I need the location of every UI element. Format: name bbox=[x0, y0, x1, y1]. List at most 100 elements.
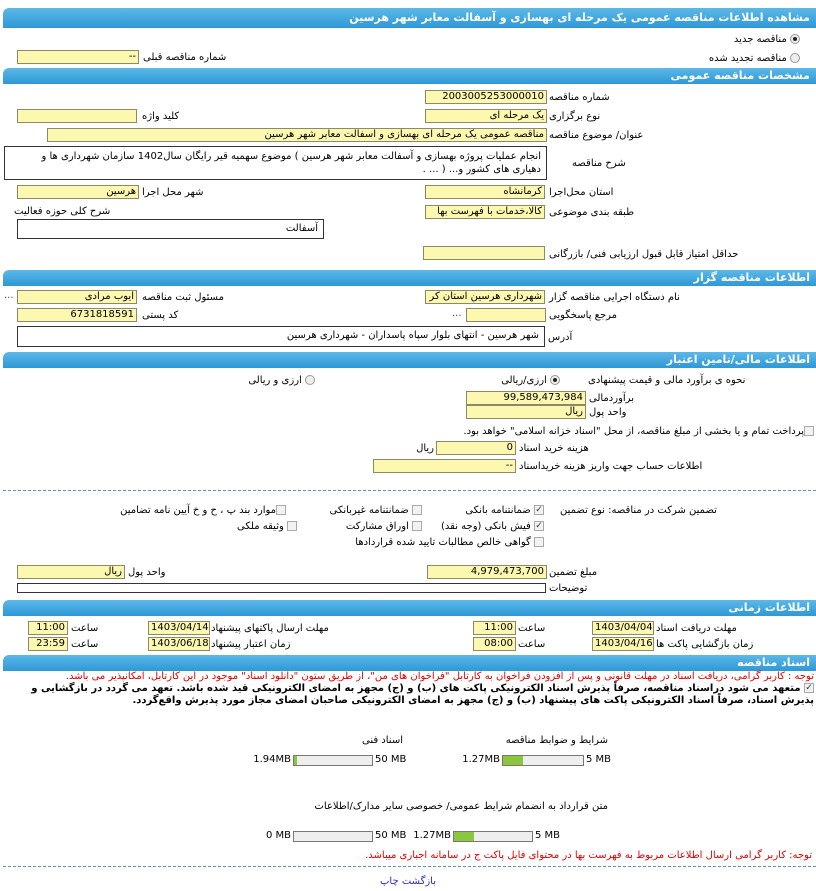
radio-label: ارزی و ریالی bbox=[248, 375, 302, 386]
hold-type-field[interactable]: یک مرحله ای bbox=[425, 109, 547, 123]
checkbox-icon[interactable] bbox=[804, 426, 814, 436]
radio-renewed-tender[interactable]: مناقصه تجدید شده bbox=[709, 52, 800, 65]
guarantee-property[interactable]: وثیقه ملکی bbox=[237, 520, 297, 533]
currency-label: واحد پول bbox=[589, 407, 627, 418]
checkbox-icon[interactable] bbox=[412, 521, 422, 531]
time-label: ساعت bbox=[518, 623, 546, 634]
guarantee-receivables[interactable]: گواهی خالص مطالبات تایید شده قراردادها bbox=[355, 536, 544, 549]
valid-date-field[interactable]: 1403/06/18 bbox=[148, 637, 210, 651]
radio-label: ارزی/ریالی bbox=[501, 375, 547, 386]
radio-icon[interactable] bbox=[550, 375, 560, 385]
class-field[interactable]: کالا،خدمات با فهرست بها bbox=[425, 205, 545, 219]
checkbox-label: ضمانتنامه غیربانکی bbox=[329, 505, 409, 516]
keyword-field[interactable] bbox=[17, 109, 137, 123]
city-field[interactable]: هرسین bbox=[17, 185, 139, 199]
doccost-field[interactable]: 0 bbox=[436, 441, 516, 455]
send-label: مهلت ارسال پاکتهای پیشنهاد bbox=[211, 623, 329, 634]
progress-bar bbox=[453, 831, 533, 842]
tender-number-field[interactable]: 2003005253000010 bbox=[425, 90, 547, 104]
treasury-label: پرداخت تمام و یا بخشی از مبلغ مناقصه، از… bbox=[463, 426, 804, 437]
hold-label: نوع برگزاری bbox=[549, 111, 601, 122]
checkbox-icon[interactable] bbox=[534, 537, 544, 547]
postal-field[interactable]: 6731818591 bbox=[17, 308, 137, 322]
checkbox-icon[interactable]: ✓ bbox=[804, 683, 814, 693]
open-date-field[interactable]: 1403/04/16 bbox=[592, 637, 654, 651]
progress-bar bbox=[293, 755, 373, 766]
open-label: زمان بازگشایی پاکت ها bbox=[656, 639, 754, 650]
account-field[interactable]: -- bbox=[373, 459, 516, 473]
notes-field[interactable] bbox=[17, 583, 546, 593]
org-field[interactable]: شهرداری هرسین استان کر bbox=[425, 290, 545, 304]
print-link[interactable]: چاپ bbox=[380, 876, 399, 887]
guarantee-clauses[interactable]: موارد بند پ ، ح و خ آیین نامه تضامین bbox=[120, 504, 286, 517]
receive-time-field[interactable]: 11:00 bbox=[473, 621, 516, 635]
commit-text: متعهد می شود دراسناد مناقصه، صرفاً پذیرش… bbox=[31, 683, 814, 706]
guarantee-bonds[interactable]: اوراق مشارکت bbox=[346, 520, 422, 533]
progress-bar bbox=[293, 831, 373, 842]
method-label: نحوه ی برآورد مالی و قیمت پیشنهادی bbox=[588, 375, 746, 386]
amount-label: مبلغ تضمین bbox=[549, 567, 598, 578]
section-timing: اطلاعات زمانی bbox=[3, 600, 816, 616]
file-max: 50 MB bbox=[375, 754, 407, 765]
section-general: مشخصات مناقصه عمومی bbox=[3, 68, 816, 84]
file-label: شرایط و ضوابط مناقصه bbox=[505, 735, 608, 746]
desc-label: شرح مناقصه bbox=[572, 158, 626, 169]
send-time-field[interactable]: 11:00 bbox=[28, 621, 68, 635]
checkbox-label: اوراق مشارکت bbox=[345, 521, 409, 532]
checkbox-icon[interactable] bbox=[287, 521, 297, 531]
radio-icon[interactable] bbox=[790, 34, 800, 44]
radio-new-tender[interactable]: مناقصه جدید bbox=[734, 33, 800, 46]
page-title: مشاهده اطلاعات مناقصه عمومی یک مرحله ای … bbox=[3, 8, 816, 28]
send-date-field[interactable]: 1403/04/14 bbox=[148, 621, 210, 635]
guarantee-nonbank[interactable]: ضمانتنامه غیربانکی bbox=[329, 504, 422, 517]
receive-date-field[interactable]: 1403/04/04 bbox=[592, 621, 654, 635]
province-field[interactable]: کرمانشاه bbox=[425, 185, 545, 199]
org-label: نام دستگاه اجرایی مناقصه گزار bbox=[549, 292, 680, 303]
radio-icon[interactable] bbox=[790, 53, 800, 63]
checkbox-icon[interactable]: ✓ bbox=[534, 521, 544, 531]
checkbox-icon[interactable] bbox=[276, 505, 286, 515]
estimate-field[interactable]: 99,589,473,984 bbox=[466, 391, 586, 405]
radio-currency-rial[interactable]: ارزی/ریالی bbox=[501, 374, 560, 387]
ref-field[interactable] bbox=[466, 308, 546, 322]
notes-label: توضیحات bbox=[549, 583, 588, 594]
radio-icon[interactable] bbox=[305, 375, 315, 385]
radio-currency-and-rial[interactable]: ارزی و ریالی bbox=[248, 374, 315, 387]
section-finance: اطلاعات مالی/تامین اعتبار bbox=[3, 352, 816, 368]
file-used: 1.94MB bbox=[253, 754, 291, 765]
province-label: استان محل‌اجرا bbox=[549, 187, 614, 198]
resp-field[interactable]: ایوب مرادی bbox=[17, 290, 137, 304]
valid-time-field[interactable]: 23:59 bbox=[28, 637, 68, 651]
radio-label: مناقصه تجدید شده bbox=[708, 53, 787, 64]
commit-checkbox[interactable]: ✓ متعهد می شود دراسناد مناقصه، صرفاً پذی… bbox=[4, 683, 814, 707]
back-link[interactable]: بازگشت bbox=[401, 876, 437, 887]
file-used: 1.27MB bbox=[413, 830, 451, 841]
time-label: ساعت bbox=[518, 639, 546, 650]
minscore-field[interactable] bbox=[423, 246, 545, 260]
checkbox-label: موارد بند پ ، ح و خ آیین نامه تضامین bbox=[120, 505, 276, 516]
resp-more-link[interactable]: ... bbox=[4, 290, 14, 301]
subject-field[interactable]: مناقصه عمومی یک مرحله ای بهسازی و آسفالت… bbox=[47, 128, 547, 142]
open-time-field[interactable]: 08:00 bbox=[473, 637, 516, 651]
currency-field[interactable]: ریال bbox=[466, 405, 586, 419]
checkbox-icon[interactable]: ✓ bbox=[534, 505, 544, 515]
progress-fill bbox=[454, 832, 474, 841]
checkbox-icon[interactable] bbox=[412, 505, 422, 515]
guarantee-cash[interactable]: ✓ فیش بانکی (وجه نقد) bbox=[441, 520, 544, 533]
file-used: 0 MB bbox=[265, 830, 291, 841]
treasury-checkbox[interactable]: پرداخت تمام و یا بخشی از مبلغ مناقصه، از… bbox=[463, 425, 814, 438]
checkbox-label: فیش بانکی (وجه نقد) bbox=[440, 521, 531, 532]
docs-warning: توجه : کاربر گرامی، دریافت اسناد در مهلت… bbox=[65, 671, 814, 682]
desc-box: انجام عملیات پروژه بهسازی و آسفالت معابر… bbox=[4, 146, 547, 180]
prev-number-field[interactable]: -- bbox=[17, 50, 139, 64]
activity-label: شرح کلی حوزه فعالیت bbox=[14, 206, 111, 217]
guarantee-bank[interactable]: ✓ ضمانتنامه بانکی bbox=[465, 504, 544, 517]
guarantee-label: تضمین شرکت در مناقصه: نوع تضمین bbox=[560, 505, 717, 516]
amount-currency-field[interactable]: ریال bbox=[17, 565, 125, 579]
minscore-label: حداقل امتیاز قابل قبول ارزیابی فنی/ بازر… bbox=[549, 249, 739, 260]
amount-field[interactable]: 4,979,473,700 bbox=[427, 565, 547, 579]
file-used: 1.27MB bbox=[462, 754, 500, 765]
file-label: سایر مدارک/اطلاعات bbox=[314, 801, 403, 812]
address-box: شهر هرسین - انتهای بلوار سپاه پاسداران -… bbox=[17, 326, 545, 347]
ref-more-link[interactable]: ... bbox=[452, 308, 462, 319]
